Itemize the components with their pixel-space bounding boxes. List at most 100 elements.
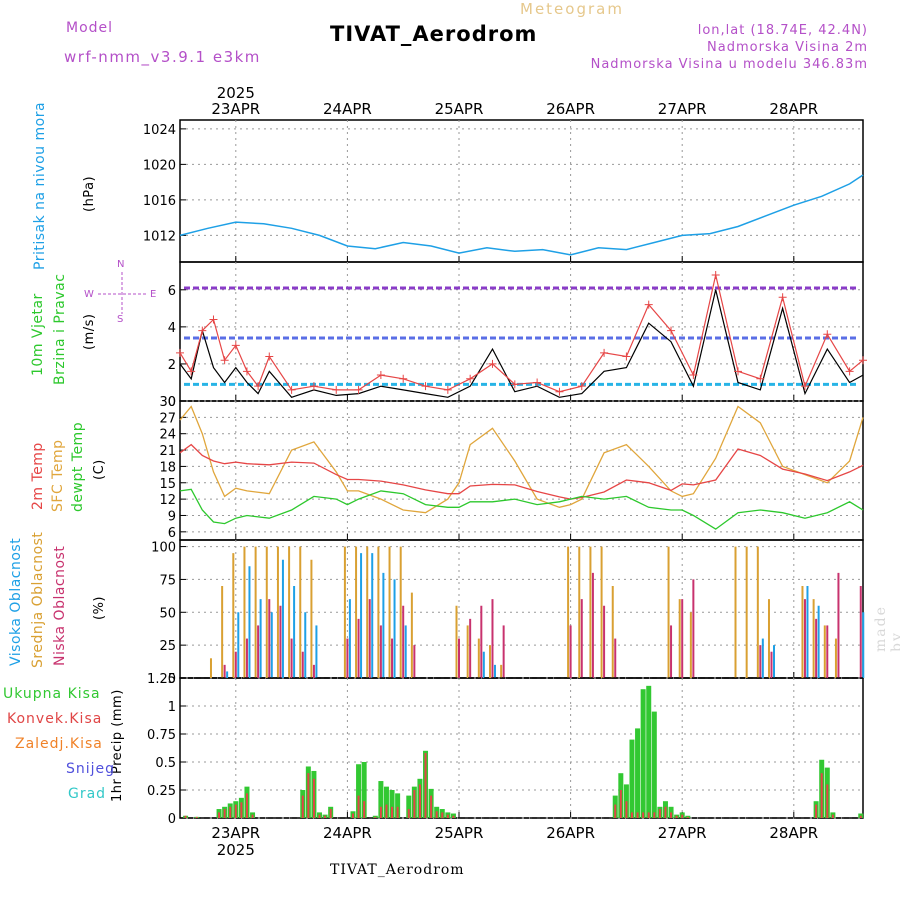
precip-conv-bar xyxy=(318,814,321,818)
compass-s: S xyxy=(117,314,124,325)
wind-gust-marker xyxy=(689,371,698,380)
temp-2m-line xyxy=(179,443,864,500)
ytick-label-pressure-3: 1024 xyxy=(143,123,176,138)
wind-gust-marker xyxy=(354,385,363,394)
wind-gust-marker xyxy=(600,348,609,357)
wind-gust-marker xyxy=(421,382,430,391)
ytick-label-precip-1: 0.25 xyxy=(147,784,176,799)
wind-gust-marker xyxy=(778,293,787,302)
precip-conv-bar xyxy=(664,806,667,818)
precip-conv-bar xyxy=(658,809,661,818)
wind-gust-marker xyxy=(309,382,318,391)
date-label-bottom-2: 25APR xyxy=(435,824,484,842)
ytick-label-cloud-1: 25 xyxy=(159,639,176,654)
precip-conv-bar xyxy=(312,778,315,818)
wind-gust-marker xyxy=(376,371,385,380)
ytick-label-pressure-2: 1020 xyxy=(143,158,176,173)
ytick-label-temp-1: 9 xyxy=(168,509,176,524)
precip-conv-bar xyxy=(184,815,187,818)
precip-conv-bar xyxy=(396,806,399,818)
precip-conv-bar xyxy=(446,814,449,818)
precip-conv-bar xyxy=(424,753,427,818)
wind-gust-marker xyxy=(176,348,184,357)
year-label-top: 2025 xyxy=(217,84,255,102)
ytick-label-precip-0: 0 xyxy=(168,812,176,827)
precip-conv-bar xyxy=(374,816,377,818)
precip-conv-bar xyxy=(223,809,226,818)
date-label-bottom-0: 23APR xyxy=(211,824,260,842)
precip-conv-bar xyxy=(859,815,862,818)
precip-conv-bar xyxy=(407,809,410,818)
wind-gust-marker xyxy=(209,315,218,324)
precip-conv-bar xyxy=(430,795,433,818)
precip-conv-bar xyxy=(324,815,327,818)
precip-conv-bar xyxy=(647,812,650,818)
wind-gust-marker xyxy=(577,382,586,391)
precip-conv-bar xyxy=(653,812,656,818)
wind-gust-marker xyxy=(823,330,832,339)
date-label-top-0: 23APR xyxy=(211,100,260,118)
model-elevation-text: Nadmorska Visina u modelu 346.83m xyxy=(590,57,868,72)
ytick-label-pressure-0: 1012 xyxy=(143,229,176,244)
precip-conv-bar xyxy=(418,784,421,818)
ytick-label-temp-4: 18 xyxy=(159,460,176,475)
wind-gust-marker xyxy=(510,380,519,389)
compass-rose xyxy=(98,272,146,314)
ytick-label-precip-4: 1 xyxy=(168,700,176,715)
precip-conv-bar xyxy=(686,816,689,818)
legend-hail: Grad xyxy=(68,786,107,802)
precip-conv-bar xyxy=(245,793,248,818)
ytick-label-temp-3: 15 xyxy=(159,477,176,492)
precip-conv-bar xyxy=(820,773,823,818)
wind-gust-marker xyxy=(756,374,765,383)
compass-w: W xyxy=(84,289,94,300)
date-label-bottom-5: 28APR xyxy=(769,824,818,842)
precip-conv-bar xyxy=(218,812,221,818)
wind-gust-marker xyxy=(254,382,263,391)
ytick-label-temp-5: 21 xyxy=(159,444,176,459)
wind-gust-marker xyxy=(859,356,867,365)
precip-conv-bar xyxy=(815,804,818,818)
compass-n: N xyxy=(117,259,125,270)
location-title: TIVAT_Aerodrom xyxy=(330,22,538,46)
ytick-label-temp-2: 12 xyxy=(159,493,176,508)
dewpt-temp-line xyxy=(179,488,864,530)
date-label-top-4: 27APR xyxy=(658,100,707,118)
precip-conv-bar xyxy=(391,806,394,818)
precip-total-bar xyxy=(361,762,367,818)
precip-conv-bar xyxy=(413,790,416,818)
ytick-label-precip-3: 0.75 xyxy=(147,728,176,743)
wind-gust-marker xyxy=(845,367,854,376)
wind-gust-marker xyxy=(800,382,809,391)
precip-conv-bar xyxy=(379,806,382,818)
wind-gust-marker xyxy=(332,385,341,394)
meteogram-label: Meteogram xyxy=(520,0,624,18)
ytick-label-precip-5: 1.25 xyxy=(147,672,176,687)
precip-conv-bar xyxy=(301,795,304,818)
ytick-label-wind-2: 4 xyxy=(168,321,176,336)
precip-conv-bar xyxy=(619,790,622,818)
precip-total-bar xyxy=(651,711,657,818)
wind-gust-marker xyxy=(187,367,196,376)
wind-gust-marker xyxy=(711,270,720,279)
panel-frames xyxy=(179,119,864,819)
ytick-label-temp-6: 24 xyxy=(159,428,176,443)
precip-conv-bar xyxy=(385,804,388,818)
precip-total-bar xyxy=(629,739,635,818)
compass-e: E xyxy=(150,289,157,300)
date-label-top-1: 24APR xyxy=(323,100,372,118)
date-label-bottom-1: 24APR xyxy=(323,824,372,842)
ytick-label-wind-3: 6 xyxy=(168,284,176,299)
chart-marks xyxy=(176,174,867,819)
ytick-label-cloud-3: 75 xyxy=(159,573,176,588)
precip-total-bar xyxy=(389,790,395,818)
wind-gust-marker xyxy=(667,326,676,335)
precip-conv-bar xyxy=(831,814,834,818)
wind-gust-marker xyxy=(265,352,274,361)
legend-snow: Snijeg xyxy=(66,761,116,777)
ytick-label-cloud-4: 100 xyxy=(151,541,176,556)
precip-conv-bar xyxy=(642,812,645,818)
ytick-label-pressure-1: 1016 xyxy=(143,194,176,209)
elevation-text: Nadmorska Visina 2m xyxy=(707,40,868,55)
